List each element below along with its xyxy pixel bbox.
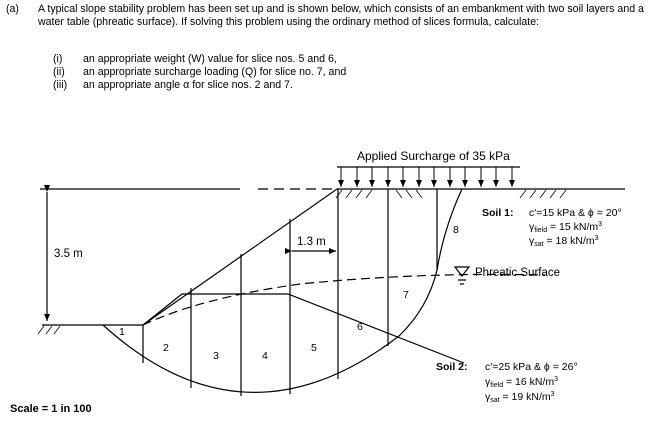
phreatic-surface (142, 273, 546, 326)
item-text: an appropriate weight (W) value for slic… (83, 53, 337, 65)
surcharge-arrows (337, 166, 520, 187)
soil2-params: c'=25 kPa & ϕ = 26° (485, 361, 578, 373)
svg-text:Soil 1:: Soil 1: (482, 207, 514, 219)
slice-number: 8 (453, 224, 459, 236)
slice-number: 5 (311, 342, 317, 354)
slice-number: 6 (357, 321, 363, 333)
slope-line (142, 188, 338, 326)
ground-hatching (37, 189, 567, 335)
question-item: (iii) an appropriate angle α for slice no… (53, 79, 293, 92)
item-number: (iii) (53, 79, 68, 91)
question-intro: A typical slope stability problem has be… (38, 3, 644, 28)
svg-text:γfield = 15 kN/m3: γfield = 15 kN/m3 (529, 221, 602, 234)
failure-arc (102, 188, 463, 393)
item-text: an appropriate surcharge loading (Q) for… (83, 66, 347, 78)
svg-text:γfield = 16 kN/m3: γfield = 16 kN/m3 (485, 376, 558, 389)
soil1-params: c'=15 kPa & ϕ = 20° (529, 207, 622, 219)
question-item: (ii) an appropriate surcharge loading (Q)… (53, 66, 346, 79)
svg-text:γsat = 18 kN/m3: γsat = 18 kN/m3 (529, 235, 599, 248)
height-label: 3.5 m (54, 248, 83, 260)
soil2-name: Soil 2: (436, 361, 468, 373)
slice-number: 1 (119, 326, 125, 338)
slice-number: 7 (403, 289, 409, 301)
svg-text:Soil 2:: Soil 2: (436, 361, 468, 373)
question-part-label: (a) (6, 3, 19, 15)
surcharge-label: Applied Surcharge of 35 kPa (357, 149, 510, 163)
water-table-symbol (453, 266, 471, 277)
slice-number: 2 (163, 342, 169, 354)
phreatic-label: Phreatic Surface (475, 267, 560, 279)
item-number: (ii) (53, 66, 65, 78)
soil1-name: Soil 1: (482, 207, 514, 219)
question-item: (i) an appropriate weight (W) value for s… (53, 53, 337, 66)
slice-number: 3 (213, 350, 219, 362)
item-number: (i) (53, 53, 63, 65)
soil-boundary (142, 293, 465, 364)
scale-label: Scale = 1 in 100 (10, 403, 92, 415)
item-text: an appropriate angle α for slice nos. 2 … (83, 79, 293, 91)
slice-number: 4 (262, 350, 268, 362)
soil1-properties: Soil 1: c'=15 kPa & ϕ = 20° γfield = 15 … (482, 207, 622, 248)
soil2-properties: Soil 2: c'=25 kPa & ϕ = 26° γfield = 16 … (436, 361, 578, 404)
width-label: 1.3 m (297, 236, 326, 248)
svg-text:γsat = 19 kN/m3: γsat = 19 kN/m3 (485, 391, 555, 404)
